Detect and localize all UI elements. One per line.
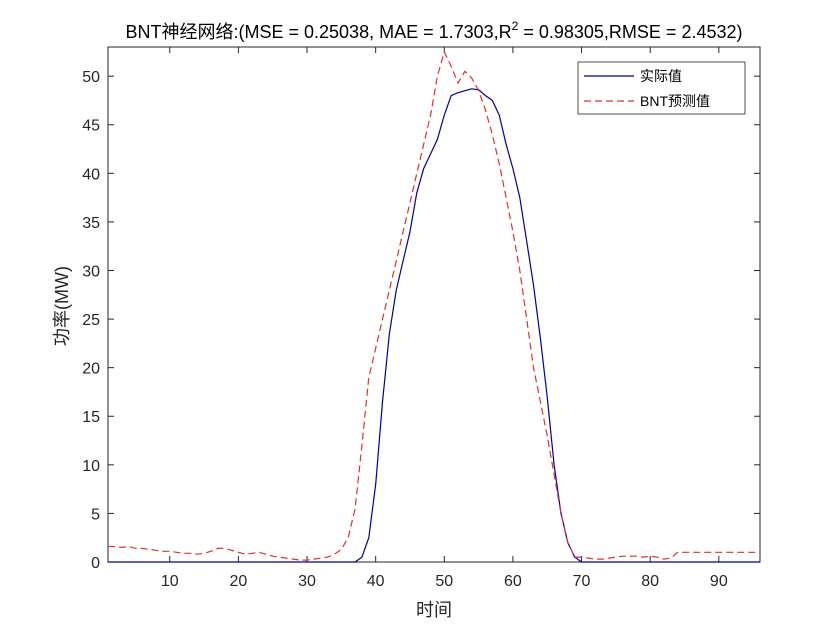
y-tick-label: 20	[82, 361, 100, 378]
y-tick-label: 15	[82, 409, 100, 426]
plot-area	[107, 46, 761, 563]
y-tick-label: 45	[82, 118, 100, 135]
x-tick-label: 40	[367, 573, 385, 590]
series-line-actual	[108, 88, 760, 563]
y-tick-label: 50	[82, 69, 100, 86]
x-tick-label: 90	[710, 573, 728, 590]
y-axis-label: 功率(MW)	[52, 266, 72, 346]
legend: 实际值 BNT预测值	[577, 61, 746, 115]
y-tick-label: 30	[82, 263, 100, 280]
x-tick-label: 60	[504, 573, 522, 590]
series-layer	[108, 50, 760, 563]
y-tick-label: 35	[82, 215, 100, 232]
y-tick-label: 0	[91, 555, 100, 572]
y-axis: 0 5 10 15 20 25 30 35 40 45 50	[82, 69, 760, 572]
y-tick-label: 25	[82, 312, 100, 329]
x-tick-label: 50	[435, 573, 453, 590]
legend-label-actual: 实际值	[640, 68, 682, 84]
x-tick-label: 70	[573, 573, 591, 590]
x-axis-label: 时间	[416, 600, 452, 620]
x-tick-label: 80	[641, 573, 659, 590]
chart-title: BNT神经网络:(MSE = 0.25038, MAE = 1.7303,R2 …	[126, 19, 743, 42]
y-tick-label: 10	[82, 458, 100, 475]
x-tick-label: 20	[230, 573, 248, 590]
legend-label-predicted: BNT预测值	[640, 93, 710, 109]
y-tick-label: 5	[91, 506, 100, 523]
legend-box	[577, 61, 746, 115]
x-tick-label: 10	[161, 573, 179, 590]
series-line-predicted	[108, 50, 760, 561]
x-tick-label: 30	[298, 573, 316, 590]
y-tick-label: 40	[82, 166, 100, 183]
